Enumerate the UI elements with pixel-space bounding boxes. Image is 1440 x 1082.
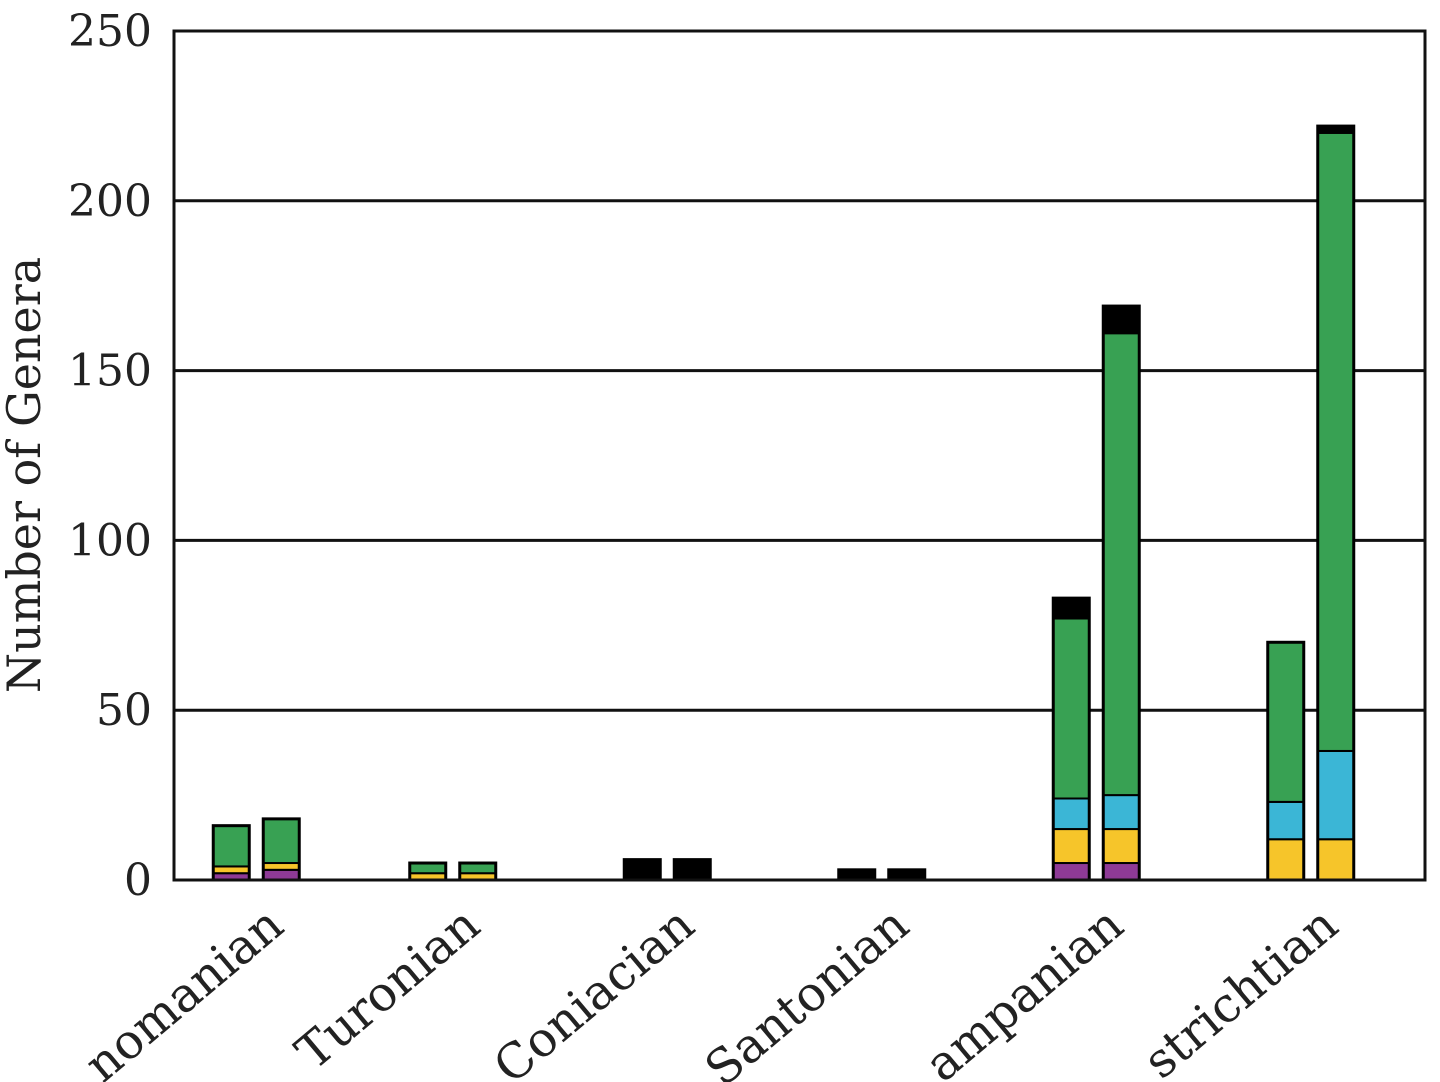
x-category-label: Coniacian bbox=[483, 896, 705, 1082]
x-category-label: Turonian bbox=[285, 896, 490, 1081]
bar-segment-green bbox=[408, 862, 447, 875]
y-tick-label: 250 bbox=[68, 6, 152, 57]
bar-segment-green bbox=[212, 824, 251, 868]
bar-segment-purple bbox=[262, 868, 301, 882]
bar-segment-black bbox=[623, 858, 662, 882]
x-category-labels: nomanianTuronianConiacianSantonianampani… bbox=[74, 896, 1348, 1082]
bar-segment-yellow bbox=[212, 865, 251, 875]
y-tick-label: 100 bbox=[68, 515, 152, 566]
plot-frame bbox=[172, 29, 1427, 882]
bar-segment-green bbox=[262, 817, 301, 865]
bar-segment-black bbox=[673, 858, 712, 882]
y-tick-label: 50 bbox=[96, 685, 152, 736]
y-tick-label: 0 bbox=[124, 855, 152, 906]
bar-segment-black bbox=[1102, 305, 1141, 335]
bar-segment-purple bbox=[1102, 862, 1141, 882]
x-category-label: nomanian bbox=[74, 896, 294, 1082]
bar-segment-purple bbox=[1052, 862, 1091, 882]
x-category-label: ampanian bbox=[915, 896, 1134, 1082]
y-axis-title: Number of Genera bbox=[0, 257, 51, 693]
bar-segment-green bbox=[1316, 131, 1355, 752]
y-tick-labels: 0 50 100 150 200 250 bbox=[68, 6, 152, 906]
bar-segment-blue bbox=[1052, 797, 1091, 831]
bar-segment-yellow bbox=[262, 862, 301, 871]
bar-segment-black bbox=[837, 868, 876, 882]
bar-segment-blue bbox=[1102, 794, 1141, 831]
bar-segment-yellow bbox=[1052, 828, 1091, 865]
bar-segment-blue bbox=[1266, 800, 1305, 841]
bar-segment-green bbox=[1052, 617, 1091, 800]
bar-segment-green bbox=[1102, 332, 1141, 797]
x-category-label: strichtian bbox=[1133, 896, 1348, 1082]
bar-segment-green bbox=[458, 862, 497, 875]
bar-segment-yellow bbox=[1266, 838, 1305, 881]
bar-segment-black bbox=[1052, 597, 1091, 620]
bar-segment-blue bbox=[1316, 749, 1355, 841]
bar-segment-black bbox=[887, 868, 926, 882]
bars bbox=[211, 124, 1356, 882]
bar-segment-yellow bbox=[1102, 828, 1141, 865]
gridlines bbox=[174, 199, 1425, 712]
y-tick-label: 150 bbox=[68, 346, 152, 397]
y-tick-label: 200 bbox=[68, 176, 152, 227]
bar-segment-green bbox=[1266, 641, 1305, 803]
x-category-label: Santonian bbox=[695, 896, 920, 1082]
bar-segment-yellow bbox=[1316, 838, 1355, 881]
